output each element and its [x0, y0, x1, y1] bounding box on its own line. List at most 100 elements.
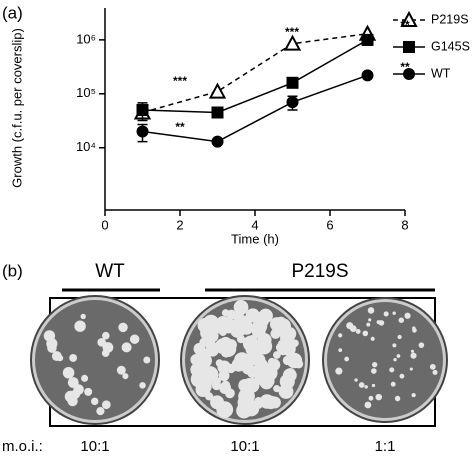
plaque: [264, 395, 278, 410]
plaque: [62, 366, 75, 379]
plaque: [90, 397, 99, 406]
legend-marker: [403, 41, 415, 53]
plaque: [393, 357, 397, 362]
plaque: [143, 356, 151, 364]
plaque: [205, 329, 219, 343]
plaque: [230, 322, 246, 338]
plaque: [122, 373, 129, 380]
group-label: P219S: [291, 261, 348, 282]
plaque: [102, 331, 110, 340]
data-point: [211, 106, 224, 119]
x-tick-label: 4: [251, 217, 258, 232]
plaque: [375, 393, 383, 401]
data-point: [286, 76, 299, 89]
plaque: [80, 313, 86, 320]
plaque: [409, 367, 413, 371]
plaque: [364, 385, 368, 389]
plaque: [366, 322, 371, 327]
plaque: [412, 326, 416, 330]
plaque: [338, 333, 343, 338]
plaque: [129, 334, 140, 344]
plaque: [335, 367, 343, 375]
plaque: [368, 395, 374, 401]
panel-label: (a): [2, 3, 23, 22]
significance: **: [175, 120, 185, 134]
series-line: [142, 74, 368, 143]
data-point: [361, 69, 374, 82]
plaque: [282, 328, 292, 338]
significance: **: [400, 60, 410, 74]
plaque: [193, 342, 206, 355]
legend-marker: [400, 10, 418, 27]
data-point: [361, 33, 374, 46]
data-point: [286, 96, 299, 109]
plaque: [245, 345, 255, 355]
plaque: [81, 374, 89, 382]
data-point: [136, 104, 149, 117]
plaque: [338, 348, 343, 353]
plaque: [372, 361, 378, 368]
plaque: [205, 340, 217, 352]
plaque: [116, 365, 126, 375]
plaque: [272, 319, 282, 329]
plaque: [210, 395, 225, 410]
plaque: [96, 407, 105, 416]
plaque: [84, 387, 93, 396]
data-point: [208, 82, 227, 99]
plaque: [370, 336, 375, 341]
plaque: [190, 362, 205, 377]
plaque: [364, 401, 372, 409]
group-label: WT: [95, 261, 125, 282]
plaque: [294, 359, 304, 369]
plaque: [258, 342, 268, 352]
plaque: [410, 349, 415, 353]
series-line: [142, 32, 368, 114]
plaque: [367, 307, 375, 314]
plaque: [362, 330, 369, 337]
x-axis-label: Time (h): [231, 231, 279, 246]
x-tick-label: 0: [101, 217, 108, 232]
plaque: [410, 352, 417, 359]
plaque: [370, 368, 377, 374]
moi-value: 1:1: [375, 438, 396, 455]
plaque: [46, 338, 58, 350]
plaque: [211, 380, 222, 391]
plaque: [399, 373, 405, 379]
legend-label: P219S: [431, 12, 469, 26]
plaque: [351, 326, 355, 330]
plaque: [344, 356, 350, 362]
panel-label: (b): [2, 261, 23, 280]
plaque: [355, 329, 361, 334]
plaque: [197, 318, 213, 333]
plaque: [371, 383, 376, 388]
plaque: [219, 336, 232, 350]
plaque: [389, 367, 395, 373]
plaque: [278, 384, 294, 399]
plaque: [69, 354, 78, 362]
plaque: [139, 382, 146, 389]
y-tick-label: 10⁴: [76, 139, 96, 154]
plaque: [392, 343, 397, 348]
moi-value: 10:1: [80, 438, 109, 455]
x-tick-label: 8: [401, 217, 408, 232]
plate-agar: [327, 302, 443, 418]
plaque: [101, 400, 111, 410]
plaque: [418, 342, 425, 348]
plaque: [51, 351, 62, 362]
plaque: [358, 382, 365, 388]
series-line: [142, 39, 368, 114]
plaque: [248, 335, 257, 343]
plaque: [390, 381, 396, 387]
plaque: [195, 382, 211, 398]
plaque: [394, 395, 401, 402]
plaque: [221, 380, 231, 390]
plaque: [74, 320, 86, 332]
y-tick-label: 10⁶: [76, 31, 96, 46]
plaque: [261, 374, 275, 388]
plaque: [392, 311, 396, 315]
plaque: [121, 342, 132, 353]
plaque: [229, 341, 237, 350]
plaque: [378, 320, 385, 326]
plaque: [346, 322, 354, 330]
